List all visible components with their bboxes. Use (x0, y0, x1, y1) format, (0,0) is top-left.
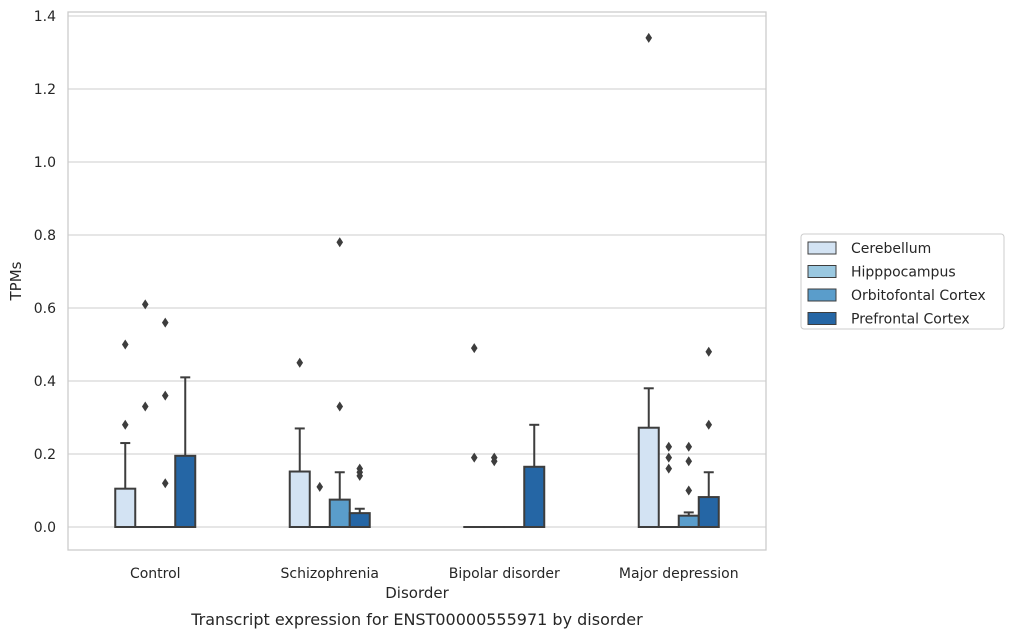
outlier-point (470, 452, 478, 463)
box-orbitofontal-cortex-control (154, 317, 177, 529)
y-axis-ticks: 0.0 0.2 0.4 0.6 0.8 1.0 1.2 1.4 (34, 9, 56, 536)
box-hipppocampus-schizophrenia (308, 481, 331, 529)
box-cerebellum-control (114, 339, 137, 528)
box (637, 426, 660, 528)
box (523, 465, 546, 528)
box-groups (114, 32, 720, 529)
legend-label: Hipppocampus (851, 265, 956, 281)
box (697, 496, 720, 529)
x-tick-label: Schizophrenia (281, 566, 379, 582)
box-hipppocampus-major-depression (657, 441, 680, 529)
y-axis-label: TPMs (7, 261, 25, 301)
box (348, 512, 371, 529)
legend-swatch (807, 265, 837, 278)
outlier-point (685, 456, 693, 467)
outlier-point (141, 299, 149, 310)
y-tick-label: 0.6 (34, 301, 56, 317)
chart-caption: Transcript expression for ENST0000055597… (190, 610, 643, 629)
x-tick-label: Major depression (619, 566, 739, 582)
legend-swatch (807, 241, 837, 255)
outlier-point (665, 441, 673, 452)
box (174, 454, 197, 529)
outlier-point (705, 346, 713, 357)
legend-label: Prefrontal Cortex (851, 312, 970, 328)
outlier-point (161, 317, 169, 328)
outlier-point (685, 441, 693, 452)
outlier-point (685, 485, 693, 496)
x-tick-label: Control (130, 566, 181, 582)
y-tick-label: 0.0 (34, 520, 56, 536)
box-prefrontal-cortex-schizophrenia (348, 463, 371, 529)
box-prefrontal-cortex-control (174, 376, 197, 529)
x-tick-label: Bipolar disorder (449, 566, 560, 582)
outlier-point (356, 470, 364, 481)
legend: Cerebellum Hipppocampus Orbitofontal Corte… (800, 233, 1005, 330)
legend-label: Orbitofontal Cortex (851, 288, 986, 304)
outlier-point (161, 390, 169, 401)
legend-swatch (807, 312, 837, 325)
box (328, 498, 351, 528)
box-hipppocampus-bipolar-disorder (483, 452, 506, 529)
box-prefrontal-cortex-major-depression (697, 346, 720, 529)
plot-frame (67, 11, 767, 551)
y-tick-label: 0.2 (34, 447, 56, 463)
box-orbitofontal-cortex-schizophrenia (328, 237, 351, 528)
x-axis-label: Disorder (385, 584, 449, 602)
outlier-point (665, 463, 673, 474)
outlier-point (121, 419, 129, 430)
outlier-point (470, 343, 478, 354)
legend-frame (800, 233, 1005, 330)
outlier-point (296, 357, 304, 368)
box-hipppocampus-control (134, 299, 157, 529)
y-tick-label: 1.4 (34, 9, 56, 25)
y-tick-label: 0.8 (34, 228, 56, 244)
y-tick-label: 0.4 (34, 374, 56, 390)
outlier-point (645, 32, 653, 43)
outlier-point (316, 481, 324, 492)
box (288, 470, 311, 528)
box (677, 514, 700, 528)
outlier-point (141, 401, 149, 412)
legend-swatch (807, 288, 837, 302)
outlier-point (121, 339, 129, 350)
outlier-point (490, 456, 498, 467)
y-tick-label: 1.0 (34, 155, 56, 171)
outlier-point (161, 478, 169, 489)
x-axis-ticks: Control Schizophrenia Bipolar disorder Majo… (130, 566, 739, 582)
box (114, 487, 137, 528)
legend-label: Cerebellum (851, 241, 931, 257)
outlier-point (665, 452, 673, 463)
box-cerebellum-major-depression (637, 32, 660, 528)
outlier-point (705, 419, 713, 430)
y-tick-label: 1.2 (34, 82, 56, 98)
grid-lines (68, 15, 766, 528)
outlier-point (336, 401, 344, 412)
box-cerebellum-schizophrenia (288, 357, 311, 528)
outlier-point (336, 237, 344, 248)
box-prefrontal-cortex-bipolar-disorder (523, 423, 546, 528)
box-cerebellum-bipolar-disorder (463, 343, 486, 529)
